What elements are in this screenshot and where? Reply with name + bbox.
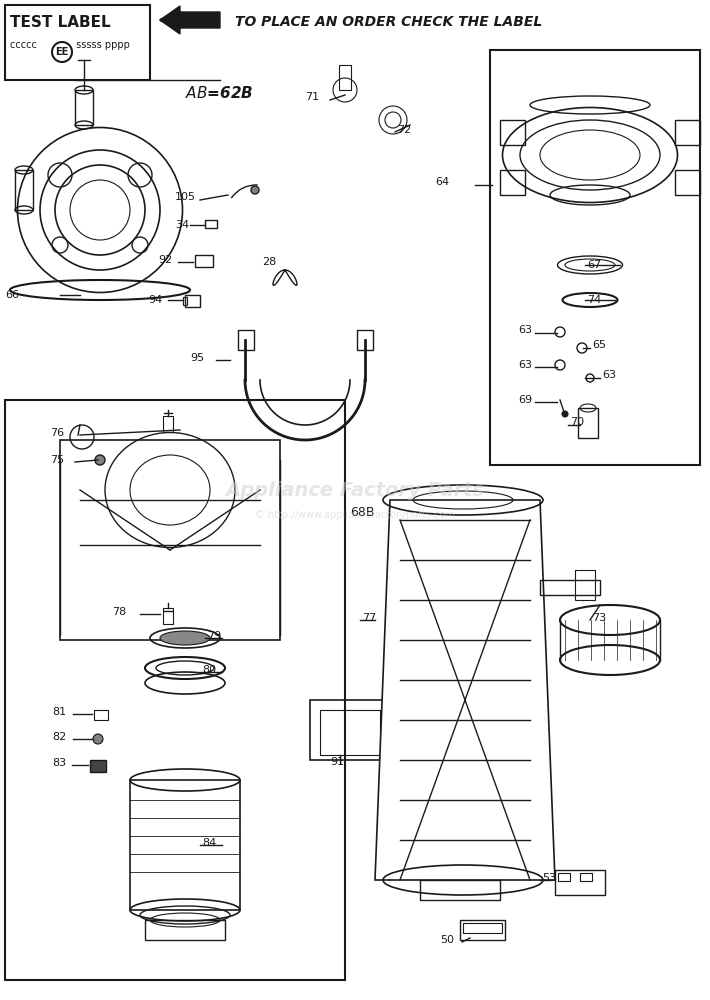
Text: 34: 34	[175, 220, 189, 230]
Bar	[5, 400, 345, 980]
Text: 83: 83	[52, 758, 66, 768]
Text: 80: 80	[202, 665, 216, 675]
Bar	[460, 920, 505, 940]
Text: 70: 70	[570, 417, 584, 427]
Text: 91: 91	[330, 757, 344, 767]
Text: ccccc: ccccc	[10, 40, 40, 50]
Circle shape	[95, 455, 105, 465]
Text: 68B: 68B	[350, 506, 374, 518]
Bar	[578, 408, 598, 438]
Bar	[75, 90, 93, 125]
Ellipse shape	[160, 631, 210, 645]
Text: 50: 50	[440, 935, 454, 945]
Text: © http://www.appliancefactoryparts.com: © http://www.appliancefactoryparts.com	[255, 510, 455, 520]
Bar	[90, 760, 106, 772]
Text: 67: 67	[587, 260, 601, 270]
Bar	[183, 297, 187, 305]
Circle shape	[251, 186, 259, 194]
Bar	[558, 873, 570, 881]
Bar	[145, 920, 225, 940]
Bar	[357, 330, 373, 350]
Bar	[15, 170, 33, 210]
Bar	[195, 255, 213, 267]
Text: 64: 64	[435, 177, 449, 187]
Text: TO PLACE AN ORDER CHECK THE LABEL: TO PLACE AN ORDER CHECK THE LABEL	[235, 15, 542, 29]
Text: 72: 72	[397, 125, 411, 135]
Bar	[500, 170, 525, 195]
Polygon shape	[375, 500, 555, 880]
Circle shape	[562, 411, 568, 417]
Text: 63: 63	[602, 370, 616, 380]
Text: Appliance Factory Parts: Appliance Factory Parts	[225, 481, 485, 499]
Bar	[163, 416, 173, 432]
FancyArrow shape	[160, 6, 220, 34]
Bar	[94, 710, 108, 720]
Text: 53: 53	[542, 873, 556, 883]
Text: 95: 95	[190, 353, 204, 363]
Bar	[463, 923, 502, 933]
Bar	[130, 780, 240, 910]
Bar	[238, 330, 254, 350]
Bar	[580, 873, 592, 881]
Bar	[675, 120, 700, 145]
Bar	[205, 220, 217, 228]
Text: 79: 79	[207, 631, 222, 641]
Circle shape	[93, 734, 103, 744]
Text: 94: 94	[148, 295, 163, 305]
Bar	[339, 65, 351, 90]
Bar	[5, 5, 150, 80]
Bar	[310, 700, 390, 760]
Text: 74: 74	[587, 295, 601, 305]
Text: 63: 63	[518, 325, 532, 335]
Text: 69: 69	[518, 395, 532, 405]
Text: 76: 76	[50, 428, 64, 438]
Text: EE: EE	[55, 47, 69, 57]
Bar	[675, 170, 700, 195]
Bar	[185, 295, 200, 307]
Text: 84: 84	[202, 838, 217, 848]
Text: $AB$=62B: $AB$=62B	[185, 85, 253, 101]
Text: 28: 28	[262, 257, 276, 267]
Bar	[320, 710, 380, 755]
Text: 77: 77	[362, 613, 376, 623]
Text: 105: 105	[175, 192, 196, 202]
Text: 75: 75	[50, 455, 64, 465]
Text: 71: 71	[305, 92, 319, 102]
Bar	[575, 570, 595, 600]
Text: TEST LABEL: TEST LABEL	[10, 15, 111, 30]
Text: 65: 65	[592, 340, 606, 350]
Text: 92: 92	[158, 255, 173, 265]
Bar	[540, 580, 600, 595]
Text: 78: 78	[112, 607, 126, 617]
Bar	[420, 880, 500, 900]
Text: sssss pppp: sssss pppp	[73, 40, 130, 50]
Bar	[555, 870, 605, 895]
Bar	[60, 440, 280, 640]
Bar	[163, 608, 173, 624]
Text: 63: 63	[518, 360, 532, 370]
Text: 66: 66	[5, 290, 19, 300]
Text: 82: 82	[52, 732, 66, 742]
Bar	[490, 50, 700, 465]
Text: 81: 81	[52, 707, 66, 717]
Text: 73: 73	[592, 613, 606, 623]
Bar	[500, 120, 525, 145]
